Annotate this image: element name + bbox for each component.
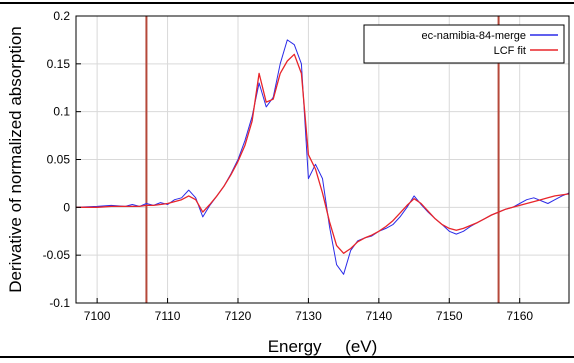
y-tick-label: 0.15: [47, 57, 71, 71]
legend: ec-namibia-84-merge LCF fit: [363, 24, 565, 64]
series-lines: [75, 39, 570, 275]
x-tick-label: 7150: [436, 309, 463, 323]
y-tick-label: 0.1: [53, 105, 70, 119]
y-tick-label: 0.05: [47, 153, 71, 167]
y-axis-ticks: -0.1 -0.05 0 0.05 0.1 0.15 0.2: [43, 9, 81, 310]
x-tick-label: 7140: [365, 309, 392, 323]
x-tick-label: 7110: [155, 309, 181, 323]
y-axis-title: Derivative of normalized absorption: [6, 26, 25, 292]
energy-range-markers: [145, 16, 500, 303]
x-axis-title: Energy (eV): [268, 337, 378, 356]
legend-label: ec-namibia-84-merge: [421, 30, 526, 42]
y-tick-label: -0.05: [43, 248, 71, 262]
x-tick-label: 7120: [225, 309, 252, 323]
y-tick-label: 0.2: [53, 9, 70, 23]
legend-box: [363, 24, 565, 64]
legend-label: LCF fit: [494, 45, 526, 57]
x-tick-label: 7130: [295, 309, 322, 323]
bottom-rule: [0, 356, 574, 358]
series-line-data: [75, 39, 570, 275]
x-tick-label: 7160: [506, 309, 533, 323]
y-tick-label: 0: [63, 200, 70, 214]
x-tick-label: 7100: [84, 309, 111, 323]
series-line-fit: [76, 53, 570, 254]
top-rule: [0, 2, 574, 4]
y-tick-label: -0.1: [49, 296, 70, 310]
x-axis-ticks: 7100 7110 7120 7130 7140 7150 7160: [84, 298, 533, 323]
